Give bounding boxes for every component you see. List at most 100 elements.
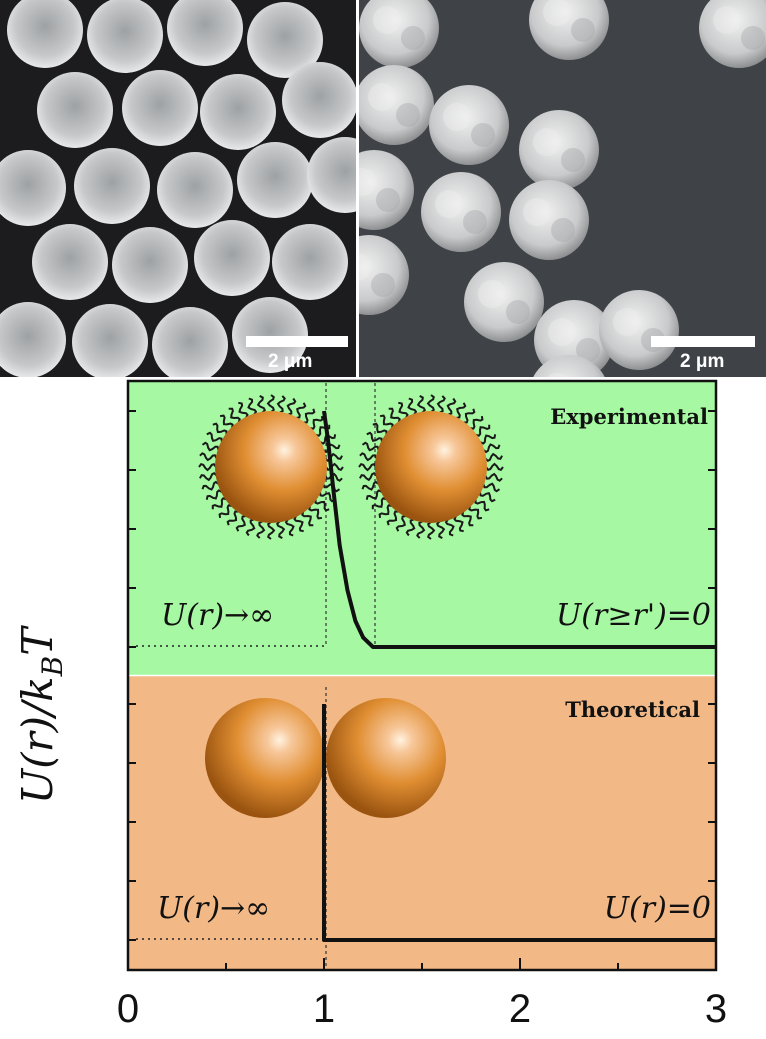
sem-right-sphere [359,0,439,68]
left-scale-label: 2 μm [268,351,313,372]
sem-right-sphere-texture [523,198,551,226]
theoretical-sphere-right [326,698,446,818]
brush-hair [322,443,341,454]
sem-right-sphere-texture [506,300,530,324]
right-scale-bar [651,336,755,347]
brush-hair [407,397,418,416]
brush-hair [201,441,220,452]
brush-hair [378,504,393,519]
brush-hair [479,434,497,445]
axis-ticks [127,410,717,970]
sem-left-sphere [32,224,108,300]
x-tick-label-1: 1 [313,987,335,1031]
brush-hair [238,401,249,419]
brush-hair [295,402,307,419]
curve-overlay [322,410,716,942]
sem-right-sphere-texture [359,168,376,196]
x-tick-label-3: 3 [705,987,727,1031]
sem-right-sphere-texture [561,148,585,172]
brush-hair [358,463,377,472]
sem-right-sphere-texture [551,218,575,242]
brush-hair [198,463,217,472]
x-tick-label-2: 2 [509,987,531,1031]
brush-hair [427,521,436,540]
sem-left-sphere [282,62,356,138]
brush-hair [219,414,234,429]
sem-left-sphere [237,142,313,218]
sem-left-sphere [37,72,113,148]
sem-right-sphere-texture [471,123,495,147]
sem-right-sphere [534,300,614,377]
sem-left-sphere [74,148,150,224]
sem-left-sphere [157,152,233,228]
sem-image-rough-spheres: 2 μm [359,0,766,377]
brush-hair [482,482,501,493]
sem-right-sphere-texture [713,6,741,34]
brush-hair [468,505,483,520]
brush-hair [301,511,314,527]
brush-hair [479,491,496,503]
sem-right-sphere [529,0,609,60]
sem-right-sphere [359,235,409,315]
brush-hair [463,408,476,424]
brush-hair [226,510,239,526]
theo-left-annotation: U(r)→∞ [157,891,270,926]
brush-hair [475,424,491,437]
sem-right-sphere-texture [368,83,396,111]
brush-hair [361,441,380,452]
brush-hair [199,471,218,482]
sem-right-sphere [359,150,414,230]
exp-right-annotation: U(r≥r')=0 [556,598,711,633]
brush-hair [366,431,383,443]
brush-hair [416,520,426,539]
brush-hair [319,491,336,503]
brush-hair [315,424,331,437]
brush-hair [266,394,275,413]
brush-hair [235,515,247,532]
brush-hair [371,497,387,510]
polymer-brush-right [358,394,504,540]
brush-hair [324,472,343,482]
sem-left-sphere [194,220,270,296]
sem-right-sphere-texture [463,210,487,234]
brush-hair [484,472,503,482]
brush-hair [469,415,484,430]
sem-right-sphere-texture [359,253,371,281]
brush-hair [416,395,427,414]
brush-hair [484,452,503,463]
sem-right-sphere-texture [543,0,571,26]
sem-right-sphere-texture [401,26,425,50]
theoretical-label: Theoretical [565,697,700,722]
brush-hair [453,515,464,533]
x-tick-label-0: 0 [117,987,139,1031]
sem-right-sphere-texture [571,18,595,42]
sem-right-sphere-texture [478,280,506,308]
sem-right-sphere [699,0,766,68]
sem-left-sphere [72,304,148,377]
sem-right-sphere [429,85,509,165]
sem-right-sphere-texture [376,188,400,212]
brush-hair [286,397,297,416]
brush-hair [206,431,223,443]
brush-hair [303,408,316,424]
sem-left-sphere [152,307,228,377]
sem-left-sphere [272,224,348,300]
theo-right-annotation: U(r)=0 [604,891,711,926]
brush-hair [386,510,399,526]
sem-left-sphere [167,0,243,66]
experimental-sphere-right [358,394,504,540]
sem-right-sphere-texture [435,190,463,218]
sem-left-micrograph [0,0,356,377]
brush-hair [446,397,457,416]
brush-hair [435,520,446,539]
brush-hair [256,520,266,539]
brush-hair [293,515,304,533]
experimental-label: Experimental [550,404,708,429]
sem-right-sphere-texture [533,128,561,156]
sem-right-sphere-texture [396,103,420,127]
sem-right-sphere [533,355,605,377]
exp-left-annotation: U(r)→∞ [161,598,274,633]
sem-right-sphere-texture [443,103,471,131]
brush-hair [228,407,241,423]
right-scale-label: 2 μm [680,351,725,372]
